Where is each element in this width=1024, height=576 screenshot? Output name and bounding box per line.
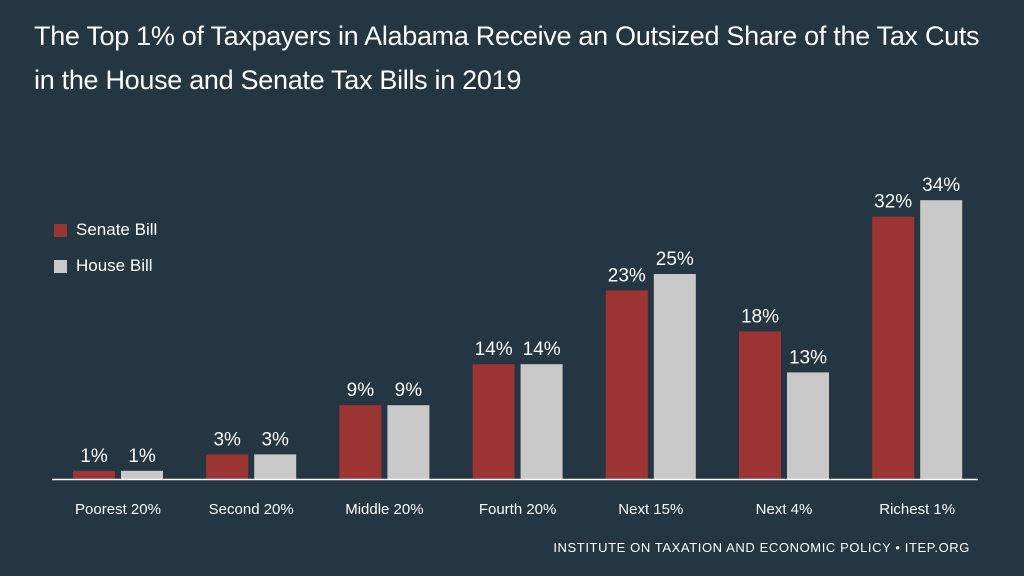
bar-house-3 (387, 405, 430, 479)
x-tick-label-6: Next 4% (756, 501, 813, 518)
legend-label-senate: Senate Bill (76, 220, 158, 239)
chart-title-line-1: The Top 1% of Taxpayers in Alabama Recei… (34, 21, 980, 51)
x-tick-label-3: Middle 20% (345, 501, 423, 518)
chart-title: The Top 1% of Taxpayers in Alabama Recei… (34, 14, 994, 102)
data-label-senate-3: 9% (347, 380, 375, 401)
x-tick-label-4: Fourth 20% (479, 501, 557, 518)
data-label-house-6: 13% (789, 347, 827, 368)
x-tick-label-5: Next 15% (618, 501, 683, 518)
bar-house-2 (254, 454, 297, 479)
legend-item-senate: Senate Bill (54, 212, 157, 248)
bar-senate-3 (339, 405, 382, 479)
bar-house-4 (520, 364, 563, 479)
data-label-senate-1: 1% (80, 446, 108, 467)
data-label-house-3: 9% (395, 380, 423, 401)
bar-senate-1 (73, 470, 115, 479)
data-label-house-7: 34% (922, 175, 960, 196)
legend-swatch-senate (54, 223, 67, 237)
legend-swatch-house (54, 259, 67, 273)
bar-house-6 (787, 372, 829, 479)
bar-senate-4 (472, 364, 515, 479)
legend-label-house: House Bill (76, 256, 153, 275)
x-tick-label-1: Poorest 20% (75, 501, 161, 518)
bar-senate-7 (872, 216, 915, 479)
data-label-house-4: 14% (523, 339, 561, 360)
bar-house-5 (653, 274, 696, 479)
data-label-house-2: 3% (261, 429, 289, 450)
legend-item-house: House Bill (54, 248, 157, 284)
data-label-senate-6: 18% (741, 306, 779, 327)
data-label-senate-7: 32% (874, 192, 912, 213)
source-footer: INSTITUTE ON TAXATION AND ECONOMIC POLIC… (553, 540, 970, 555)
bar-senate-5 (605, 290, 648, 479)
data-label-senate-5: 23% (608, 265, 646, 286)
bar-senate-6 (739, 331, 781, 479)
data-label-house-5: 25% (656, 249, 694, 270)
chart-title-line-2: in the House and Senate Tax Bills in 201… (34, 65, 522, 95)
x-tick-label-2: Second 20% (209, 501, 294, 518)
bar-house-7 (920, 200, 963, 479)
data-label-senate-4: 14% (475, 339, 513, 360)
data-label-senate-2: 3% (213, 429, 241, 450)
bar-senate-2 (206, 454, 249, 479)
chart-legend: Senate Bill House Bill (54, 212, 157, 284)
data-label-house-1: 1% (128, 446, 156, 467)
x-tick-label-7: Richest 1% (879, 501, 955, 518)
bar-house-1 (121, 470, 163, 479)
